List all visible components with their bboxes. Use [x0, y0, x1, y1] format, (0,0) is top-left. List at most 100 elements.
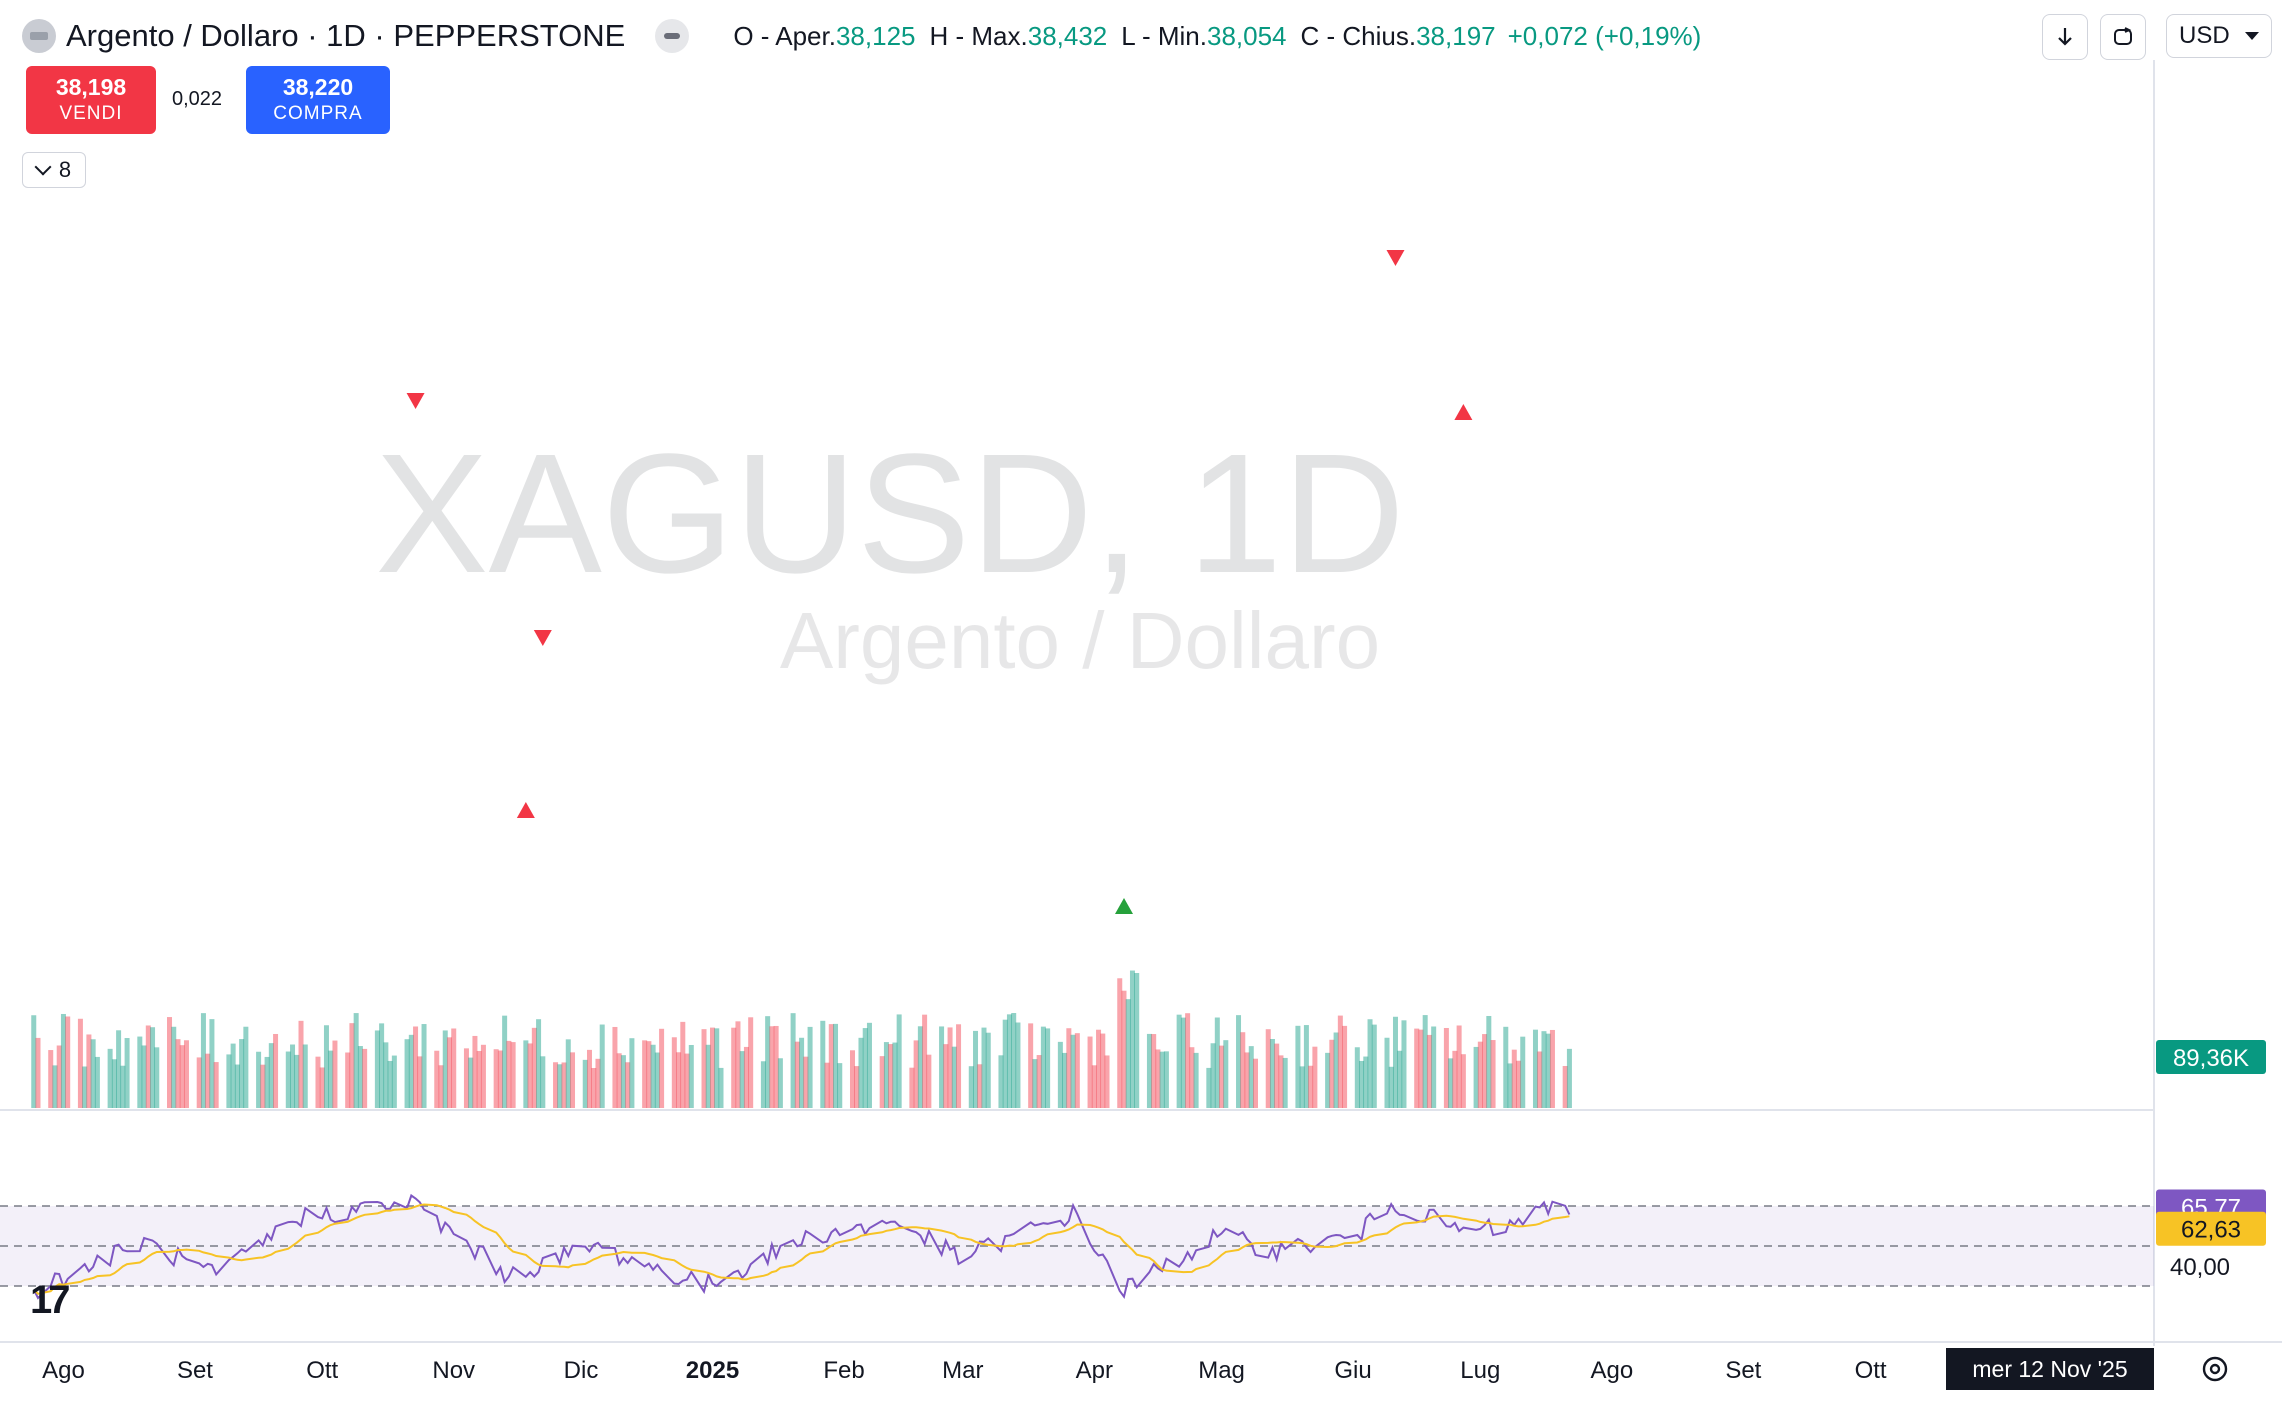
indicators-toggle[interactable]: 8	[22, 152, 86, 188]
x-tick-label: Ago	[1590, 1357, 1633, 1384]
sell-label: VENDI	[59, 103, 123, 124]
x-tick-label: Ott	[1855, 1357, 1887, 1384]
volume-bar	[977, 1064, 983, 1108]
volume-bar	[302, 1044, 308, 1108]
volume-bar	[1448, 1058, 1454, 1108]
signal-marker-up	[1114, 898, 1133, 914]
volume-bar	[234, 1064, 240, 1108]
volume-bar	[357, 1046, 363, 1108]
volume-bar	[319, 1067, 325, 1108]
volume-bar	[531, 1027, 537, 1108]
volume-bar	[404, 1039, 410, 1108]
volume-bar	[387, 1060, 393, 1108]
volume-bar	[582, 1059, 588, 1108]
volume-bar	[1329, 1039, 1335, 1108]
volume-bar	[1100, 1033, 1106, 1108]
volume-bar	[1545, 1033, 1551, 1108]
volume-bar	[1562, 1065, 1568, 1108]
volume-bar	[616, 1053, 622, 1108]
volume-bar	[332, 1040, 338, 1108]
volume-bar	[82, 1066, 88, 1108]
currency-select[interactable]: USD	[2166, 14, 2272, 58]
volume-bar	[523, 1040, 529, 1108]
volume-bar	[48, 1050, 54, 1108]
arrow-down-icon	[2058, 28, 2072, 46]
volume-bar	[828, 1024, 834, 1108]
volume-bar	[1299, 1066, 1305, 1108]
close-key: C - Chius.	[1300, 20, 1417, 51]
volume-bar	[290, 1044, 296, 1108]
volume-bar	[591, 1067, 597, 1108]
signal-marker-up	[1454, 404, 1473, 420]
volume-bar	[553, 1062, 559, 1108]
volume-bar	[837, 1063, 843, 1108]
rsi-marker-bg	[2156, 1211, 2266, 1246]
volume-bar	[1214, 1017, 1220, 1108]
volume-bar	[968, 1066, 974, 1108]
volume-bar	[790, 1013, 796, 1108]
volume-bar	[917, 1026, 923, 1108]
volume-bar	[1269, 1039, 1275, 1108]
volume-bar	[866, 1022, 872, 1108]
volume-bar	[1371, 1024, 1377, 1108]
volume-bar	[565, 1039, 571, 1108]
volume-bar	[985, 1032, 991, 1108]
volume-bar	[438, 1065, 444, 1108]
volume-bar	[145, 1025, 151, 1108]
volume-bar	[947, 1027, 953, 1108]
volume-bar	[777, 1058, 783, 1108]
volume-bar	[65, 1016, 71, 1108]
signal-marker-down	[406, 393, 425, 409]
volume-bar	[1486, 1015, 1492, 1108]
volume-bar	[1265, 1029, 1271, 1108]
volume-bar	[230, 1043, 236, 1108]
volume-bar	[226, 1054, 232, 1108]
volume-bar	[476, 1050, 482, 1108]
volume-bar	[1129, 970, 1135, 1108]
volume-bar	[294, 1054, 300, 1108]
volume-bar	[94, 1056, 100, 1108]
volume-bar	[446, 1037, 452, 1108]
volume-bar	[1367, 1019, 1373, 1108]
change-value: +0,072 (+0,19%)	[1507, 20, 1702, 51]
volume-bar	[196, 1057, 202, 1108]
x-tick-label: Dic	[564, 1357, 599, 1384]
buy-button[interactable]: 38,220 COMPRA	[246, 66, 390, 134]
volume-bar	[493, 1049, 499, 1108]
open-value: 38,125	[835, 20, 916, 51]
sell-button[interactable]: 38,198 VENDI	[26, 66, 156, 134]
collapse-icon[interactable]	[655, 19, 690, 53]
volume-bar	[1185, 1013, 1191, 1108]
volume-bar	[502, 1015, 508, 1108]
volume-bar	[183, 1040, 189, 1108]
indicators-count: 8	[58, 157, 72, 182]
volume-bar	[1155, 1049, 1161, 1108]
volume-bar	[268, 1043, 274, 1108]
symbol-title[interactable]: Argento / Dollaro · 1D · PEPPERSTONE	[66, 18, 626, 53]
volume-bar	[1418, 1029, 1424, 1108]
volume-bar	[527, 1043, 533, 1108]
chevron-down-icon	[34, 158, 52, 176]
volume-bar	[858, 1037, 864, 1108]
volume-bar	[1087, 1036, 1093, 1108]
volume-bar	[1070, 1034, 1076, 1108]
tradingview-logo[interactable]: 17	[30, 1278, 70, 1322]
download-button[interactable]	[2042, 14, 2088, 60]
volume-bar	[1295, 1025, 1301, 1108]
x-tick-label: Lug	[1460, 1357, 1500, 1384]
volume-bar	[298, 1020, 304, 1108]
volume-bar	[35, 1037, 41, 1108]
replay-button[interactable]	[2100, 14, 2146, 60]
volume-bar	[883, 1042, 889, 1108]
high-value: 38,432	[1027, 20, 1108, 51]
volume-bar	[116, 1030, 122, 1108]
volume-bar	[1397, 1050, 1403, 1108]
gear-icon[interactable]	[2198, 1352, 2232, 1386]
volume-bar	[1032, 1059, 1038, 1108]
volume-bar	[913, 1040, 919, 1108]
refresh-icon	[2114, 27, 2132, 45]
volume-bar	[1456, 1025, 1462, 1108]
volume-bar	[1541, 1031, 1547, 1108]
